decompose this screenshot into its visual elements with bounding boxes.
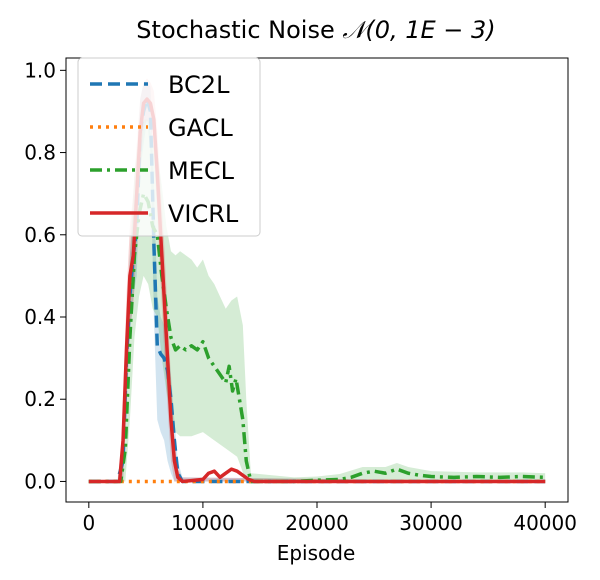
legend-label-bc2l: BC2L: [168, 71, 230, 99]
x-tick-label: 0: [82, 511, 95, 535]
y-tick-label: 0.8: [24, 141, 56, 165]
series-line-vicrl: [88, 97, 546, 484]
x-tick-label: 10000: [171, 511, 235, 535]
x-tick-label: 30000: [399, 511, 463, 535]
y-tick-label: 0.4: [24, 305, 56, 329]
y-tick-label: 1.0: [24, 58, 56, 82]
legend-label-gacl: GACL: [168, 114, 233, 142]
chart-title-math: 𝒩(0, 1E − 3): [342, 16, 495, 44]
x-tick-label: 20000: [285, 511, 349, 535]
legend-label-mecl: MECL: [168, 157, 235, 185]
chart-title: Stochastic Noise 𝒩(0, 1E − 3): [136, 16, 495, 44]
x-tick-label: 40000: [513, 511, 577, 535]
legend: BC2L GACL MECL VICRL: [77, 57, 261, 237]
y-tick-label: 0.6: [24, 223, 56, 247]
y-tick-label: 0.2: [24, 387, 56, 411]
legend-box: [77, 57, 261, 237]
x-axis-label: Episode: [277, 541, 356, 565]
band-mecl: [88, 119, 546, 482]
y-tick-label: 0.0: [24, 469, 56, 493]
legend-label-vicrl: VICRL: [168, 200, 239, 228]
